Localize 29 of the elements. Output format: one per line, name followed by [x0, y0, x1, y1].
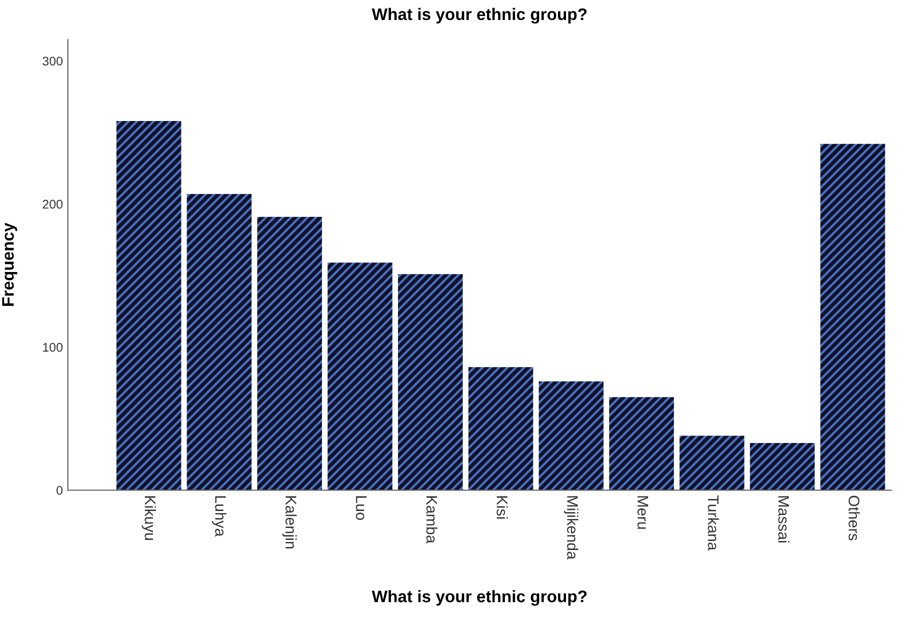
x-tick-label: Others — [848, 496, 860, 540]
x-tick-label: Kalenjin — [282, 496, 297, 548]
x-tick-label: Massai — [778, 496, 790, 542]
bar — [468, 367, 534, 490]
x-tick-label: Mijikenda — [564, 496, 578, 560]
x-tick-label: Kisi — [496, 496, 508, 519]
bar — [186, 194, 252, 490]
y-tick-label: 200 — [42, 200, 63, 209]
bar — [257, 216, 322, 490]
bar — [680, 436, 744, 490]
bar — [116, 120, 182, 490]
y-axis-title: Frequency — [2, 222, 18, 306]
bar — [538, 381, 604, 490]
bar — [750, 442, 815, 490]
x-tick-label: Kamba — [426, 496, 438, 544]
bar — [609, 397, 674, 490]
bar — [398, 274, 463, 490]
x-tick-label: Meru — [637, 496, 648, 529]
y-tick-label: 100 — [43, 342, 63, 352]
x-tick-label: Kikuyu — [142, 496, 156, 540]
bar — [328, 262, 392, 490]
x-tick-label: Turkana — [708, 495, 720, 550]
y-tick-label: 0 — [56, 486, 63, 495]
bar — [820, 144, 886, 490]
x-tick-label: Luhya — [212, 496, 226, 537]
y-tick-label: 300 — [42, 56, 63, 66]
x-tick-label: Luo — [356, 496, 367, 520]
x-axis-title: What is your ethnic group? — [372, 590, 587, 606]
chart-title: What is your ethnic group? — [372, 8, 587, 24]
